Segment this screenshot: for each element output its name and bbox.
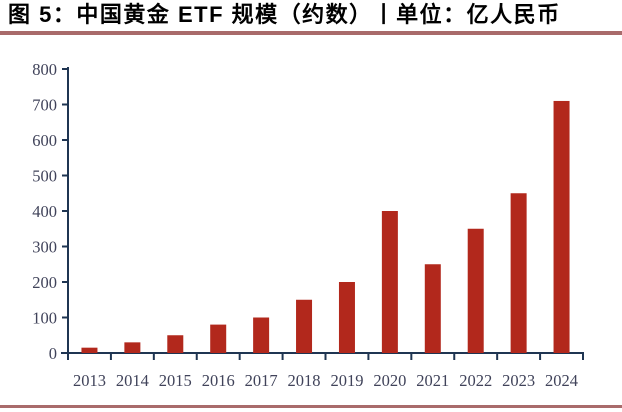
x-axis-tick-label: 2017 <box>245 371 278 390</box>
x-axis-tick-label: 2016 <box>202 371 235 390</box>
bar-2022 <box>467 228 484 353</box>
x-axis-tick-label: 2024 <box>545 371 578 390</box>
x-axis-tick-label: 2018 <box>288 371 321 390</box>
bar-2021 <box>424 264 441 353</box>
bar-2019 <box>338 282 355 353</box>
bar-2016 <box>210 324 227 353</box>
x-axis-tick-label: 2020 <box>373 371 406 390</box>
bar-2013 <box>81 347 98 353</box>
x-axis-tick-label: 2022 <box>459 371 492 390</box>
y-axis-tick-label: 0 <box>49 344 57 363</box>
title-divider-line <box>0 31 622 35</box>
y-axis-tick-label: 600 <box>32 131 57 150</box>
y-axis-tick-label: 800 <box>32 60 57 79</box>
y-axis-tick-label: 400 <box>32 202 57 221</box>
x-axis-tick-label: 2013 <box>73 371 106 390</box>
x-axis-tick-label: 2023 <box>502 371 535 390</box>
x-axis-tick-label: 2019 <box>330 371 363 390</box>
bar-2018 <box>296 299 313 353</box>
bar-2017 <box>253 317 270 353</box>
footer-divider-line <box>0 405 622 408</box>
y-axis-tick-label: 700 <box>32 96 57 115</box>
x-axis-tick-label: 2021 <box>416 371 449 390</box>
y-axis-tick-label: 500 <box>32 167 57 186</box>
bar-2015 <box>167 335 184 353</box>
bar-2024 <box>553 100 570 353</box>
y-axis-tick-label: 200 <box>32 273 57 292</box>
y-axis-tick-label: 100 <box>32 309 57 328</box>
y-axis-tick-label: 300 <box>32 238 57 257</box>
figure-title: 图 5：中国黄金 ETF 规模（约数）丨单位：亿人民币 <box>8 2 561 27</box>
x-axis-tick-label: 2015 <box>159 371 192 390</box>
bar-2023 <box>510 193 527 353</box>
bar-2014 <box>124 342 141 353</box>
x-axis-tick-label: 2014 <box>116 371 149 390</box>
bar-2020 <box>381 211 398 353</box>
